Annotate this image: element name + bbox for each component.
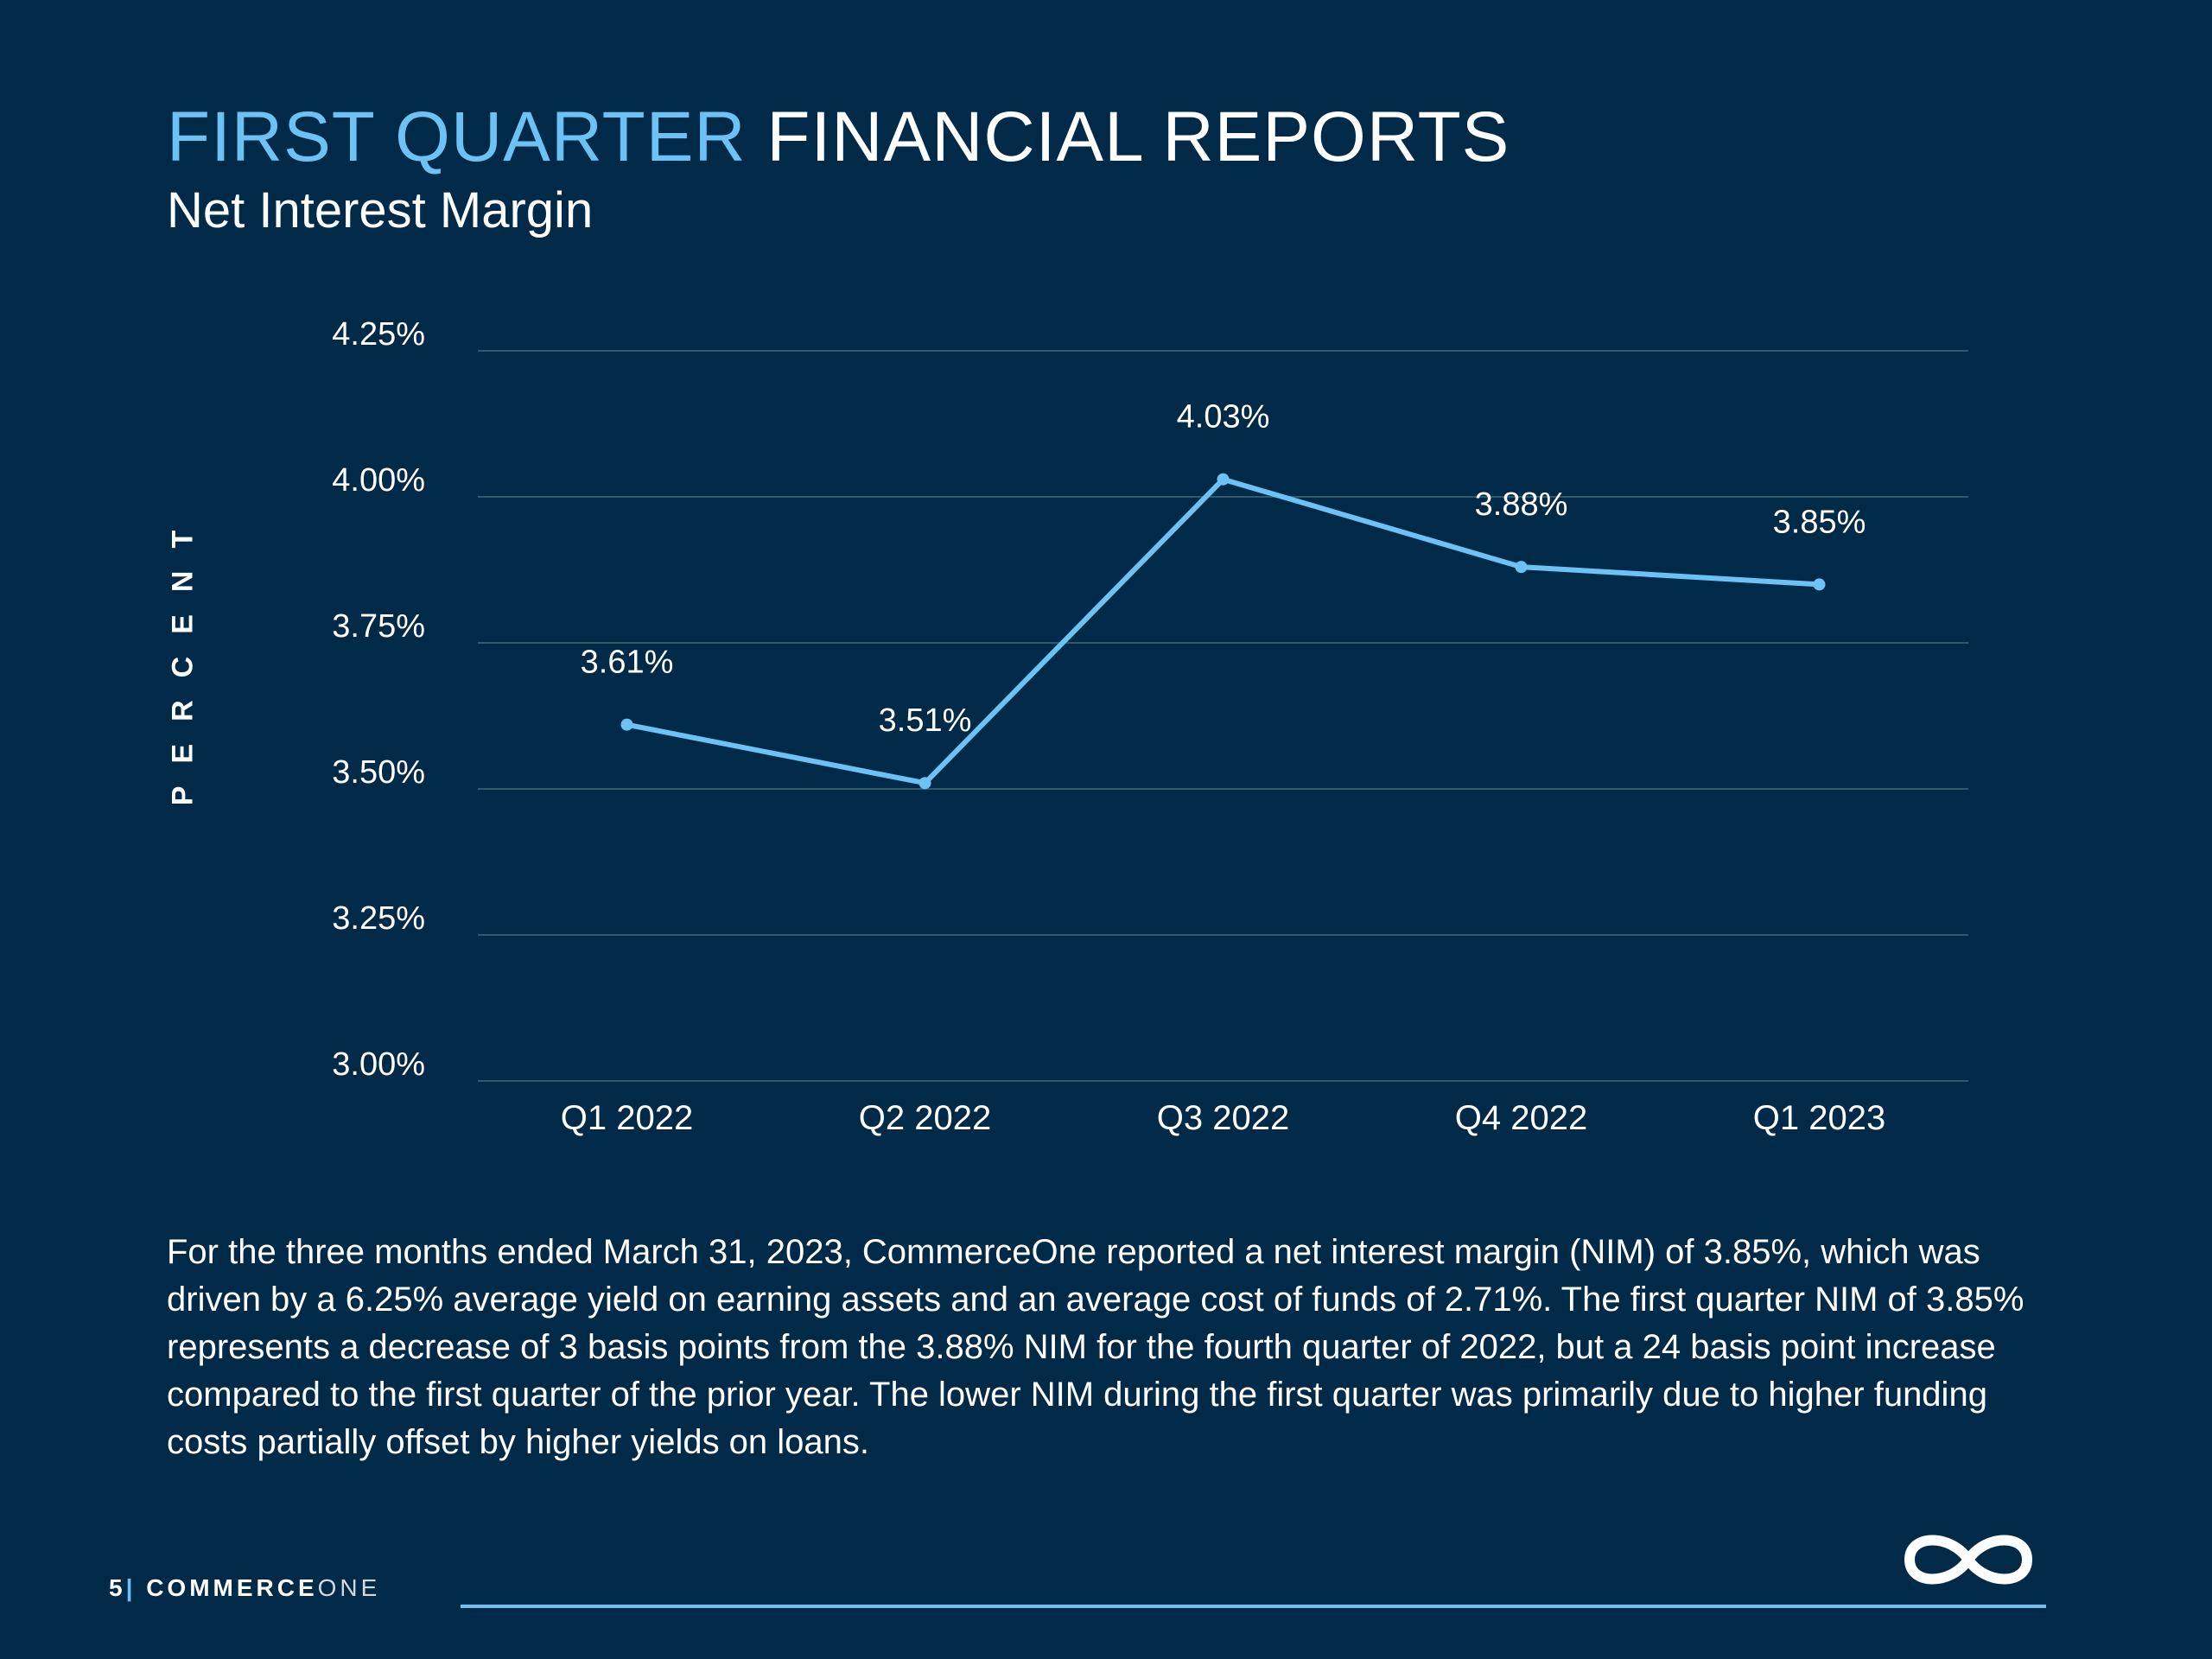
data-label: 3.51% xyxy=(879,702,972,739)
page-subtitle: Net Interest Margin xyxy=(167,182,594,238)
y-tick-label: 3.50% xyxy=(332,754,425,791)
y-tick-label: 3.00% xyxy=(332,1046,425,1083)
infinity-icon xyxy=(1904,1535,2033,1585)
y-tick-label: 3.75% xyxy=(332,608,425,645)
title-accent: FIRST QUARTER xyxy=(167,98,747,176)
title-rest: FINANCIAL REPORTS xyxy=(766,98,1510,176)
data-point xyxy=(1515,561,1528,574)
data-point xyxy=(620,718,633,731)
page-number: 5 xyxy=(109,1574,126,1601)
series-line xyxy=(624,476,1822,786)
data-point xyxy=(918,777,931,790)
footer-divider xyxy=(461,1605,2046,1608)
data-label: 3.85% xyxy=(1773,504,1866,540)
x-tick-label: Q3 2022 xyxy=(1157,1099,1289,1137)
data-label: 3.61% xyxy=(581,645,674,681)
x-tick-label: Q1 2023 xyxy=(1753,1099,1885,1137)
brand-name-bold: COMMERCE xyxy=(146,1574,318,1601)
brand-name-light: ONE xyxy=(317,1574,381,1601)
y-tick-label: 4.00% xyxy=(332,462,425,499)
footer-separator: | xyxy=(125,1574,137,1601)
page-title: FIRST QUARTER FINANCIAL REPORTS xyxy=(167,102,1510,173)
y-tick-label: 4.25% xyxy=(332,316,425,353)
footer-brand: 5| COMMERCEONE xyxy=(109,1574,380,1602)
data-label: 3.88% xyxy=(1475,486,1568,523)
data-point xyxy=(1813,578,1826,591)
x-tick-label: Q4 2022 xyxy=(1455,1099,1587,1137)
data-label: 4.03% xyxy=(1177,399,1270,435)
x-tick-label: Q2 2022 xyxy=(859,1099,991,1137)
x-tick-label: Q1 2022 xyxy=(561,1099,693,1137)
line-chart: 3.00% 3.25% 3.50% 3.75% 4.00% 4.25% Q1 2022 Q2 … xyxy=(332,316,1968,1137)
data-point xyxy=(1217,473,1230,486)
y-tick-label: 3.25% xyxy=(332,900,425,937)
body-paragraph: For the three months ended March 31, 202… xyxy=(167,1233,2024,1461)
